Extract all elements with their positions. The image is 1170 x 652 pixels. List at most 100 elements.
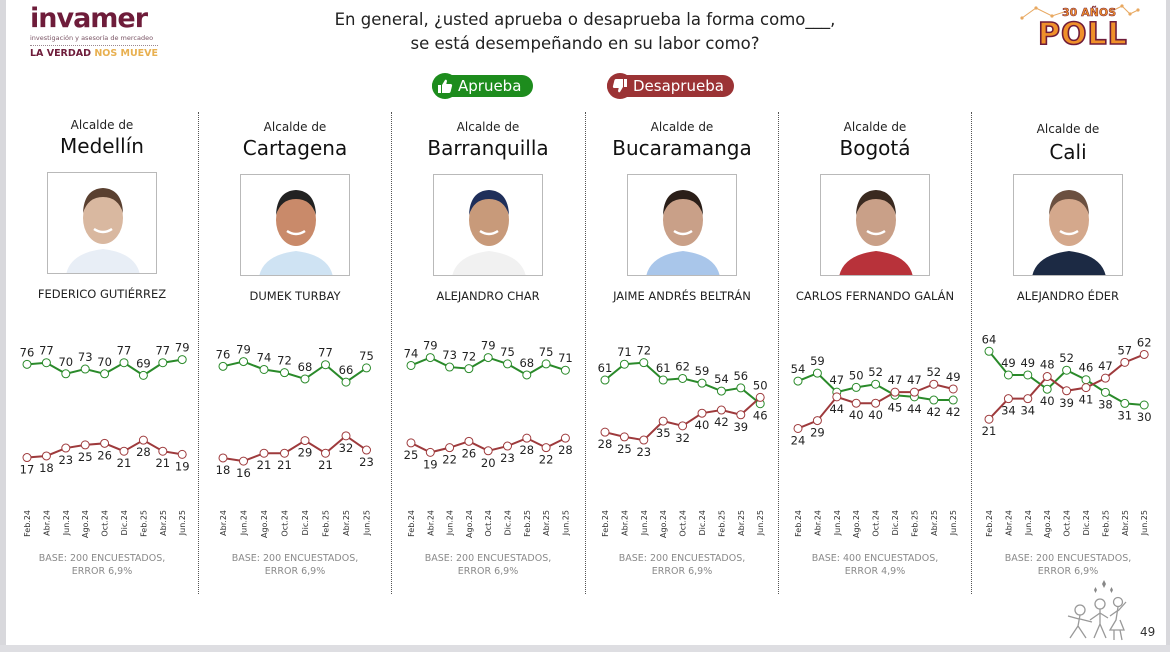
approve-data-label: 61 xyxy=(598,361,613,375)
x-tick-label: Jun.24 xyxy=(240,510,249,536)
disapprove-data-point xyxy=(697,408,707,418)
approve-data-label: 42 xyxy=(926,405,941,419)
disapprove-data-label: 23 xyxy=(636,445,651,459)
panel-prefix: Alcalde de xyxy=(1036,122,1100,136)
approve-data-point xyxy=(362,363,371,373)
approve-data-label: 52 xyxy=(868,365,883,379)
disapprove-data-point xyxy=(1139,349,1149,359)
x-tick-label: Jun.24 xyxy=(1024,510,1033,536)
person-portrait-icon xyxy=(48,173,156,273)
approve-data-point xyxy=(736,383,746,393)
approve-data-label: 77 xyxy=(39,344,54,358)
approve-data-point xyxy=(425,353,435,363)
x-tick-label: Feb.24 xyxy=(23,510,32,537)
disapprove-data-label: 17 xyxy=(20,463,35,477)
x-tick-label: Dic.24 xyxy=(504,510,513,536)
logo-tagline: LA VERDAD NOS MUEVE xyxy=(30,48,170,59)
sample-base-note: BASE: 200 ENCUESTADOS, ERROR 6,9% xyxy=(972,552,1164,578)
approve-data-label: 76 xyxy=(216,347,231,361)
approve-data-label: 56 xyxy=(733,369,748,383)
approve-data-label: 73 xyxy=(442,348,457,362)
mayor-photo xyxy=(47,172,157,274)
mayor-photo xyxy=(627,174,737,276)
city-panel-2: Alcalde de Cartagena DUMEK TURBAY 76 79 74… xyxy=(199,112,391,597)
x-tick-label: Feb.25 xyxy=(910,510,919,537)
mayor-name: FEDERICO GUTIÉRREZ xyxy=(37,287,167,301)
x-tick-label: Feb.24 xyxy=(985,510,994,537)
disapprove-data-point xyxy=(1042,372,1052,382)
disapprove-data-point xyxy=(321,448,330,458)
disapprove-data-label: 19 xyxy=(423,457,438,471)
x-tick-label: Abr.25 xyxy=(930,510,939,536)
x-tick-label: Oct.24 xyxy=(679,510,688,537)
approve-data-label: 72 xyxy=(277,354,292,368)
disapprove-data-label: 24 xyxy=(791,433,806,447)
base-line-1: BASE: 200 ENCUESTADOS, xyxy=(38,553,166,564)
approval-line-chart: 54 59 47 50 52 45 44 42 42 24 29 44 40 40 47 47 52 49 Feb.… xyxy=(791,354,961,538)
disapprove-data-point xyxy=(851,398,861,408)
disapprove-data-label: 21 xyxy=(117,456,132,470)
mayor-photo xyxy=(1013,174,1123,276)
poll-years: 30 AÑOS xyxy=(1062,6,1117,20)
approve-data-point xyxy=(541,359,551,369)
mayor-name: ALEJANDRO ÉDER xyxy=(1016,289,1120,303)
person-portrait-icon xyxy=(241,175,349,275)
approve-data-label: 74 xyxy=(404,346,419,360)
approve-data-point xyxy=(22,359,32,369)
approve-data-point xyxy=(177,355,187,365)
approve-data-label: 68 xyxy=(298,360,313,374)
mayor-name: JAIME ANDRÉS BELTRÁN xyxy=(613,289,751,303)
approve-data-point xyxy=(1062,365,1072,375)
approve-data-point xyxy=(619,359,629,369)
poll-badge: 30 AÑOS POLL xyxy=(1018,4,1140,56)
disapprove-data-point xyxy=(948,384,958,394)
approve-data-label: 66 xyxy=(339,363,354,377)
x-tick-label: Abr.25 xyxy=(737,510,746,536)
sample-base-note: BASE: 400 ENCUESTADOS, ERROR 4,9% xyxy=(779,552,971,578)
approve-data-label: 45 xyxy=(888,400,903,414)
x-tick-label: Ago.24 xyxy=(465,510,474,538)
approve-data-label: 52 xyxy=(1059,351,1074,365)
x-tick-label: Feb.24 xyxy=(601,510,610,537)
approve-data-label: 71 xyxy=(558,351,573,365)
base-line-2: ERROR 6,9% xyxy=(71,566,133,577)
disapprove-data-label: 49 xyxy=(946,370,961,384)
disapprove-data-label: 21 xyxy=(277,458,292,472)
base-line-2: ERROR 6,9% xyxy=(457,566,519,577)
disapprove-data-label: 21 xyxy=(257,458,272,472)
logo-divider xyxy=(30,45,158,46)
approve-data-label: 72 xyxy=(636,344,651,358)
approval-line-chart: 76 79 74 72 68 77 66 75 18 16 21 21 29 21 32 23 Abr.24 Ju… xyxy=(216,343,374,538)
approve-data-point xyxy=(280,368,289,378)
approve-data-point xyxy=(716,386,726,396)
mayor-photo xyxy=(240,174,350,276)
window-edge-bottom xyxy=(0,645,1170,652)
base-line-1: BASE: 400 ENCUESTADOS, xyxy=(811,553,939,564)
disapprove-data-point xyxy=(890,387,900,397)
disapprove-data-point xyxy=(793,423,803,433)
disapprove-data-label: 28 xyxy=(558,443,573,457)
disapprove-data-label: 50 xyxy=(753,378,768,392)
disapprove-data-point xyxy=(716,405,726,415)
disapprove-data-point xyxy=(1120,357,1130,367)
window-edge-right xyxy=(1166,0,1170,652)
approve-data-label: 40 xyxy=(1040,394,1055,408)
approve-data-point xyxy=(1139,400,1149,410)
disapprove-data-label: 28 xyxy=(598,437,613,451)
x-tick-label: Oct.24 xyxy=(101,510,110,537)
disapprove-data-point xyxy=(100,438,110,448)
disapprove-data-point xyxy=(218,453,228,463)
approve-data-point xyxy=(639,358,649,368)
survey-question: En general, ¿usted aprueba o desaprueba … xyxy=(320,8,850,56)
x-tick-label: Ago.24 xyxy=(659,510,668,538)
disapprove-data-label: 28 xyxy=(136,445,151,459)
approve-data-label: 75 xyxy=(500,345,515,359)
disapprove-data-label: 41 xyxy=(1079,393,1094,407)
approve-data-point xyxy=(1081,375,1091,385)
disapprove-data-point xyxy=(445,443,455,453)
legend-approve: Aprueba xyxy=(432,73,533,99)
disapprove-data-label: 48 xyxy=(1040,358,1055,372)
base-line-1: BASE: 200 ENCUESTADOS, xyxy=(231,553,359,564)
city-panel-1: Alcalde de Medellín FEDERICO GUTIÉRREZ 7… xyxy=(6,112,198,597)
approve-data-point xyxy=(871,379,881,389)
